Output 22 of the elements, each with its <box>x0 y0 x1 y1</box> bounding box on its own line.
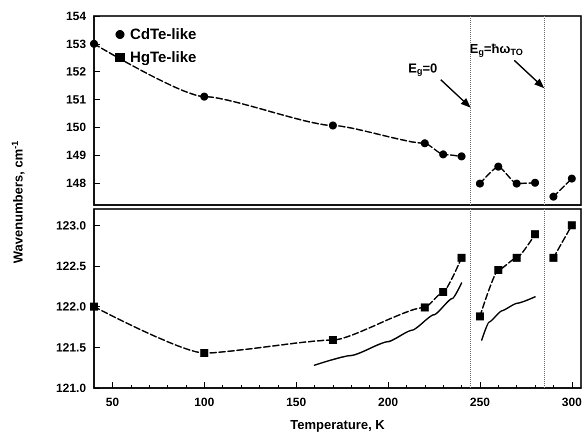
x-tick-label: 200 <box>378 395 398 409</box>
x-tick-label: 100 <box>194 395 215 409</box>
y-tick-label: 151 <box>66 92 86 106</box>
x-tick-label: 300 <box>562 395 582 409</box>
x-tick-label: 50 <box>106 395 120 409</box>
y-tick-label: 121.0 <box>56 381 86 395</box>
y-tick-label: 123.0 <box>56 218 86 232</box>
x-axis-title: Temperature, K <box>290 417 386 432</box>
y-tick-label: 152 <box>66 64 86 79</box>
y-tick-label: 153 <box>66 36 86 51</box>
y-tick-label: 149 <box>66 148 86 162</box>
legend-label: HgTe-like <box>130 49 196 66</box>
legend-label: CdTe-like <box>130 26 196 43</box>
y-axis-title: Wavenumbers, cm-1 <box>10 140 26 264</box>
y-tick-label: 150 <box>66 120 86 134</box>
x-tick-label: 150 <box>286 395 306 409</box>
y-tick-label: 148 <box>66 176 86 190</box>
x-tick-label: 250 <box>470 395 490 409</box>
y-tick-label: 122.0 <box>56 300 86 314</box>
y-tick-label: 122.5 <box>56 258 86 273</box>
y-tick-label: 154 <box>66 9 86 23</box>
y-tick-label: 121.5 <box>56 340 86 354</box>
